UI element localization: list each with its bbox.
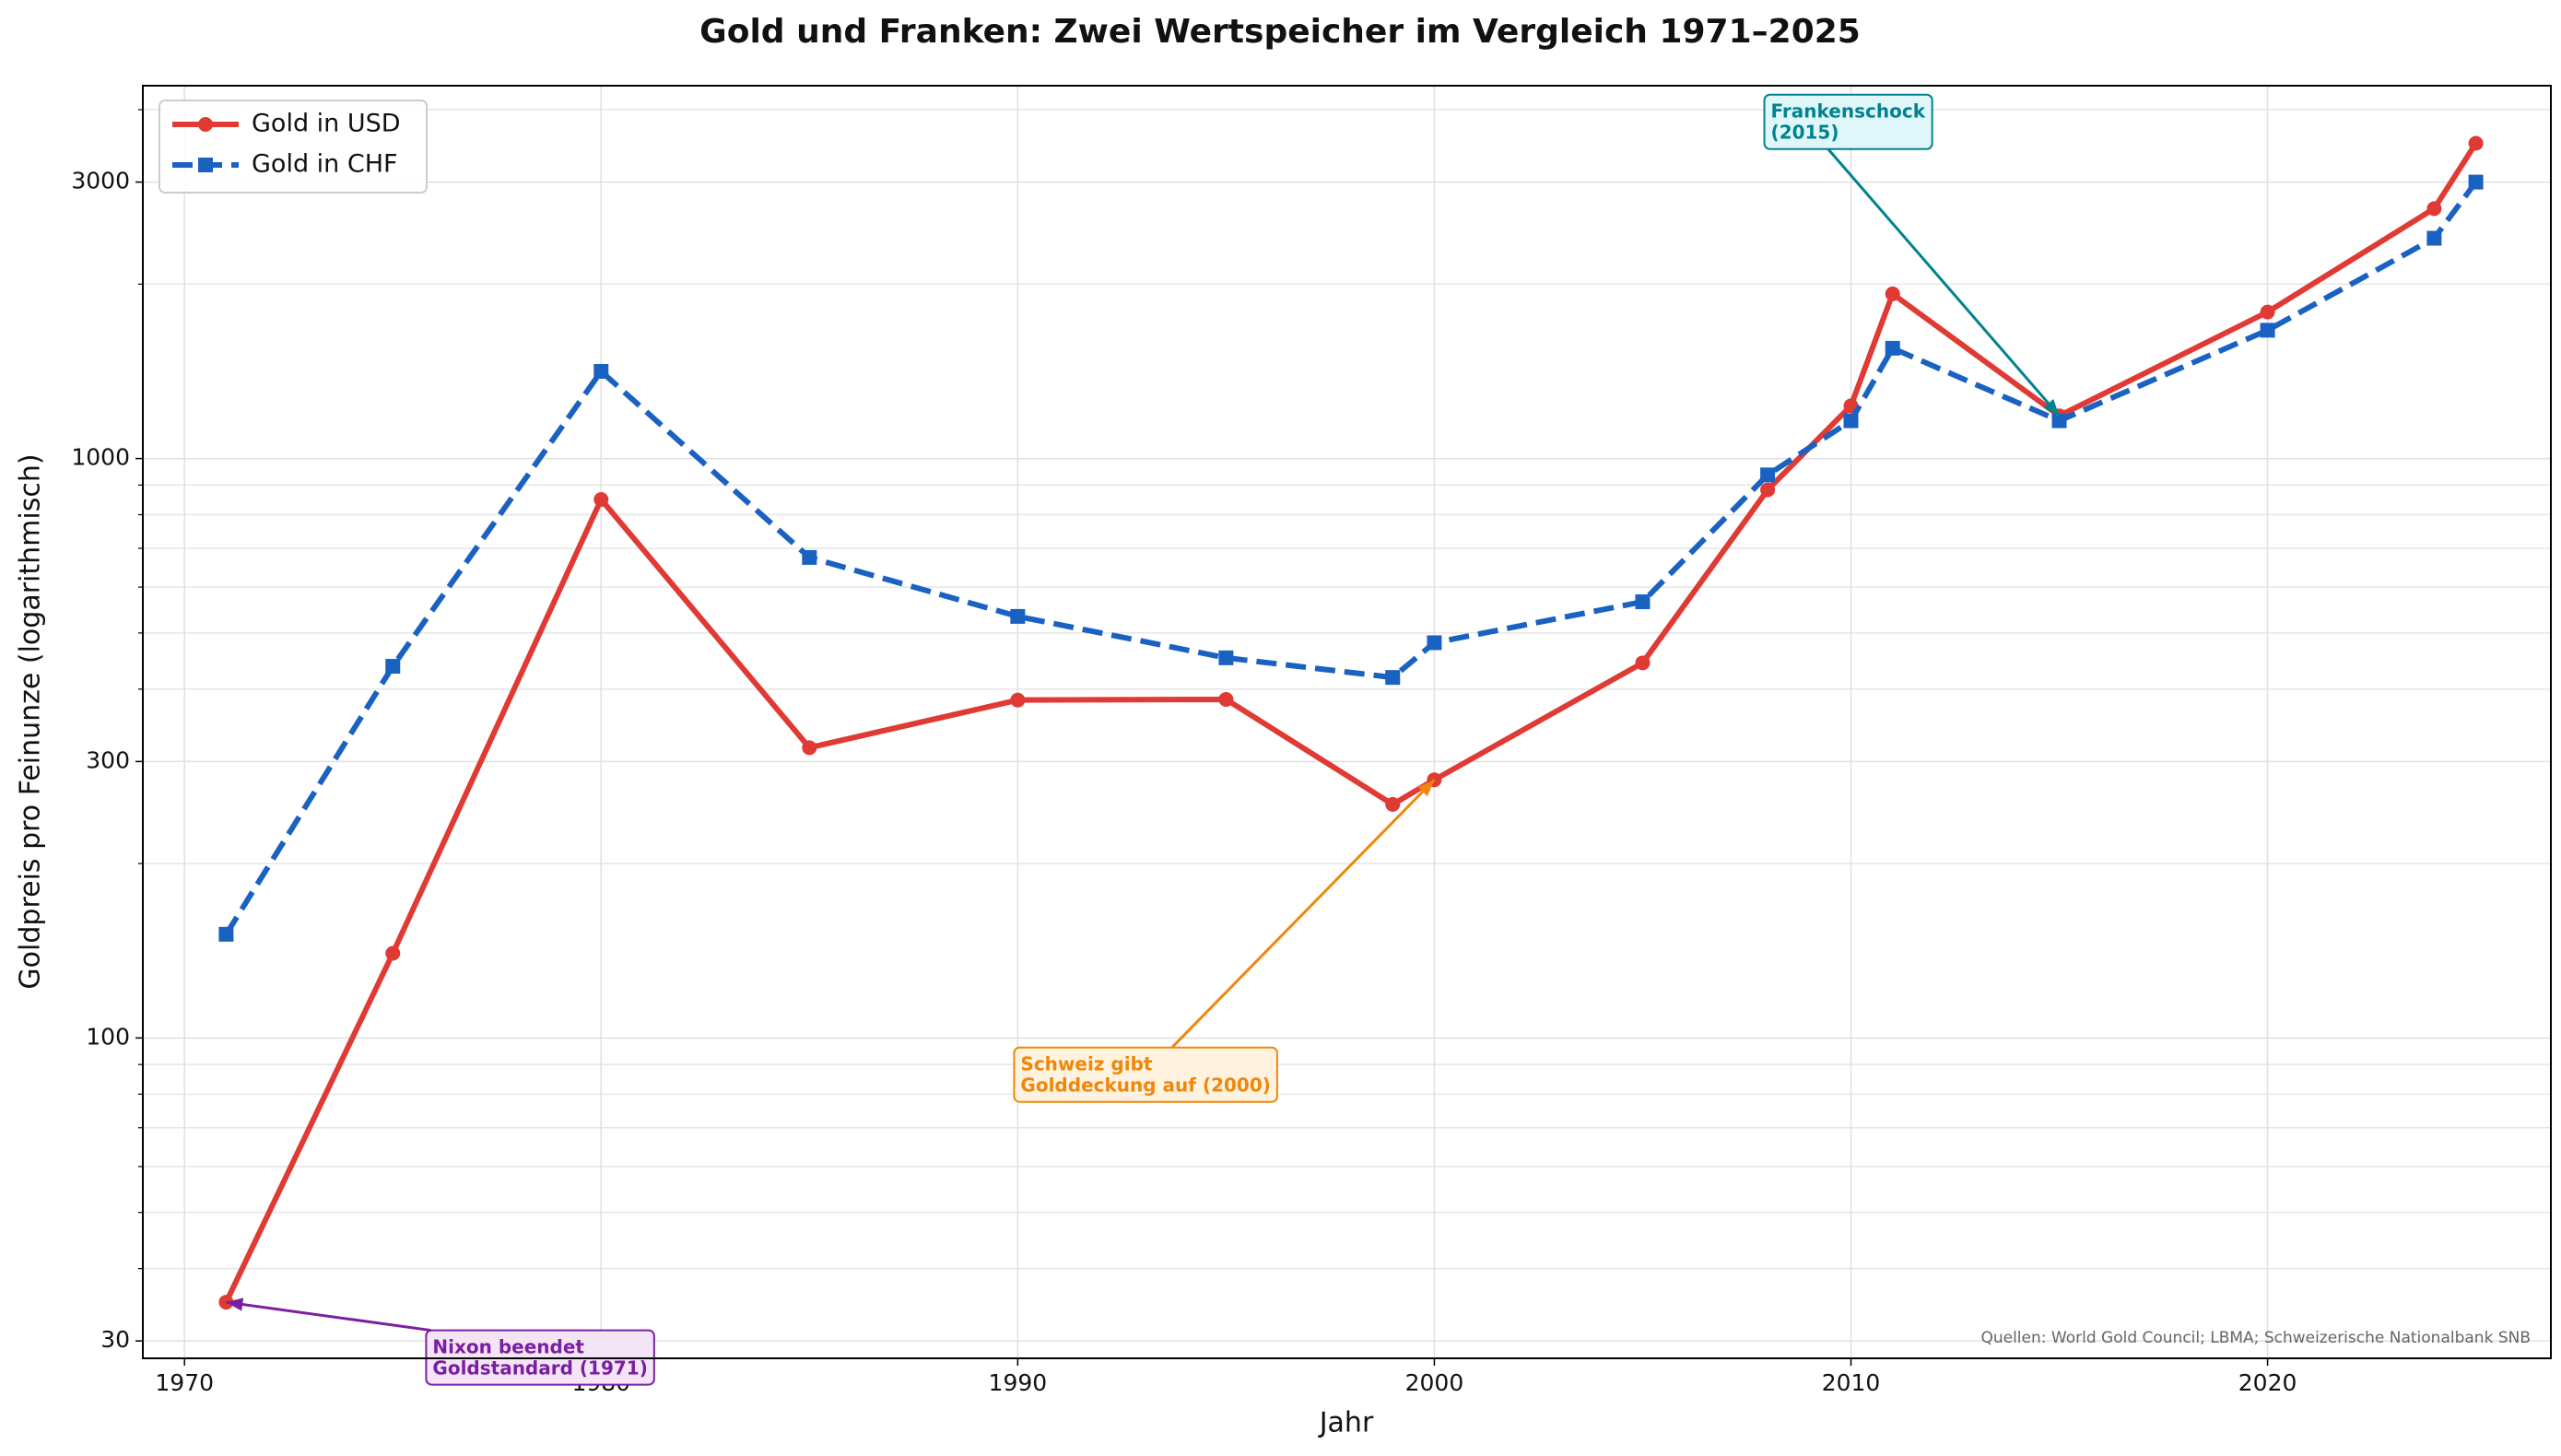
point bbox=[2468, 174, 2484, 190]
legend-label: Gold in CHF bbox=[252, 150, 398, 179]
point bbox=[1635, 655, 1651, 671]
annotation-text: (2015) bbox=[1771, 122, 1839, 144]
point bbox=[1427, 635, 1442, 651]
series-line bbox=[223, 141, 2479, 1304]
point bbox=[1218, 691, 1234, 707]
point bbox=[1885, 286, 1900, 301]
annotation-arrow bbox=[1170, 779, 1436, 1049]
legend-marker bbox=[198, 158, 213, 172]
legend-marker bbox=[198, 117, 213, 132]
point bbox=[593, 491, 609, 507]
point bbox=[385, 945, 401, 961]
annotation-text: Nixon beendet bbox=[432, 1336, 584, 1358]
point bbox=[2051, 413, 2067, 429]
point bbox=[1010, 692, 1026, 708]
point bbox=[593, 363, 609, 379]
legend: Gold in USD Gold in CHF bbox=[159, 100, 428, 194]
point bbox=[1760, 482, 1776, 498]
y-tick-label: 300 bbox=[86, 746, 130, 773]
y-tick-label: 30 bbox=[100, 1326, 130, 1353]
chart-title: Gold und Franken: Zwei Wertspeicher im V… bbox=[699, 13, 1861, 51]
annotation-text: Goldstandard (1971) bbox=[432, 1357, 647, 1380]
annotation-arrow bbox=[226, 1297, 431, 1333]
x-tick-label: 2020 bbox=[2238, 1369, 2297, 1396]
annotation-arrow bbox=[1827, 147, 2061, 417]
point bbox=[1635, 594, 1651, 610]
point bbox=[1760, 467, 1776, 483]
point bbox=[218, 926, 234, 942]
annotation: Frankenschock(2015) bbox=[1763, 93, 1933, 150]
point bbox=[1843, 413, 1859, 429]
y-tick-label: 3000 bbox=[71, 168, 130, 194]
x-tick-label: 2000 bbox=[1405, 1369, 1464, 1396]
annotation-text: Schweiz gibt bbox=[1020, 1053, 1152, 1075]
y-tick-label: 1000 bbox=[71, 444, 130, 471]
point bbox=[2426, 201, 2442, 217]
point bbox=[802, 740, 817, 756]
annotation-box bbox=[1763, 93, 1933, 150]
series-line bbox=[223, 180, 2479, 936]
y-tick-label: 100 bbox=[86, 1023, 130, 1050]
point bbox=[1885, 340, 1900, 356]
point bbox=[385, 659, 401, 675]
annotation-text: Golddeckung auf (2000) bbox=[1020, 1074, 1270, 1097]
x-tick-label: 2010 bbox=[1822, 1369, 1881, 1396]
x-axis-label: Jahr bbox=[1318, 1407, 1374, 1439]
annotation-box bbox=[1013, 1046, 1278, 1103]
source-note: Quellen: World Gold Council; LBMA; Schwe… bbox=[1980, 1329, 2531, 1347]
point bbox=[1385, 670, 1401, 686]
point bbox=[2260, 323, 2275, 338]
y-axis-label: Goldpreis pro Feinunze (logarithmisch) bbox=[15, 453, 47, 989]
x-tick-label: 1970 bbox=[155, 1369, 214, 1396]
legend-label: Gold in USD bbox=[252, 110, 401, 138]
point bbox=[1010, 608, 1026, 624]
point bbox=[1385, 796, 1401, 812]
point bbox=[2426, 230, 2442, 246]
x-tick-label: 1990 bbox=[989, 1369, 1048, 1396]
annotation-text: Frankenschock bbox=[1771, 100, 1926, 123]
plot-frame bbox=[142, 85, 2552, 1359]
point bbox=[2260, 304, 2275, 320]
point bbox=[1218, 650, 1234, 665]
point bbox=[2468, 135, 2484, 151]
point bbox=[802, 549, 817, 565]
